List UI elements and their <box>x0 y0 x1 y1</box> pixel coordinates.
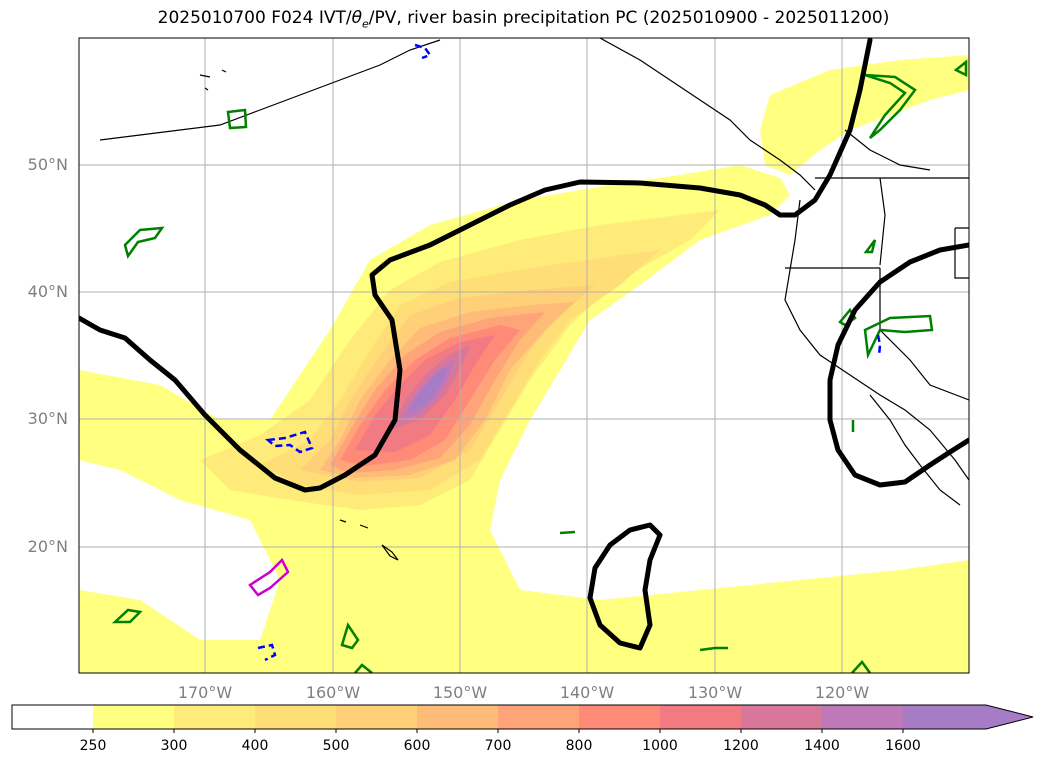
lon-label-150w: 150°W <box>432 683 488 702</box>
theta-e-contours <box>79 38 969 651</box>
lat-label-40n: 40°N <box>27 282 68 301</box>
colorbar-outline <box>11 704 1034 730</box>
colorbar-label-500: 500 <box>322 738 350 754</box>
colorbar-label-600: 600 <box>403 738 431 754</box>
colorbar-segment-700-800 <box>498 705 580 729</box>
colorbar-segment-below-250 <box>12 705 94 729</box>
pv-contours-positive <box>111 59 968 673</box>
colorbar-label-1600: 1600 <box>885 738 921 754</box>
colorbar-segment-250-300 <box>93 705 175 729</box>
colorbar-segment-300-400 <box>174 705 256 729</box>
map-plot-area <box>79 38 969 673</box>
colorbar-segment-1400-1600 <box>822 705 904 729</box>
colorbar-segment-above-1600 <box>903 705 987 729</box>
lon-label-140w: 140°W <box>559 683 615 702</box>
ivt-band-1600 <box>408 368 448 412</box>
colorbar-segment-1200-1400 <box>741 705 823 729</box>
coastlines <box>99 38 969 561</box>
colorbar-segment-1000-1200 <box>660 705 742 729</box>
map-title: 2025010700 F024 IVT/θe/PV, river basin p… <box>157 8 890 31</box>
colorbar-label-300: 300 <box>160 738 188 754</box>
colorbar-extend-arrow <box>986 705 1033 729</box>
colorbar-label-250: 250 <box>79 738 107 754</box>
lat-label-50n: 50°N <box>27 155 68 174</box>
colorbar-ticks <box>92 729 904 733</box>
graticule <box>79 38 969 673</box>
plot-frame <box>78 37 970 674</box>
lon-label-120w: 120°W <box>814 683 870 702</box>
lon-label-160w: 160°W <box>305 683 361 702</box>
colorbar-label-800: 800 <box>565 738 593 754</box>
colorbar-segment-800-1000 <box>579 705 661 729</box>
precip-contour <box>248 557 290 597</box>
lon-label-170w: 170°W <box>177 683 233 702</box>
colorbar <box>11 704 1034 733</box>
colorbar-label-1000: 1000 <box>642 738 678 754</box>
lat-label-20n: 20°N <box>27 537 68 556</box>
lon-label-130w: 130°W <box>687 683 743 702</box>
colorbar-label-1400: 1400 <box>804 738 840 754</box>
colorbar-segment-500-600 <box>336 705 418 729</box>
lat-label-30n: 30°N <box>27 409 68 428</box>
colorbar-segment-600-700 <box>417 705 499 729</box>
ivt-band-250-northeast <box>760 55 969 175</box>
pv-contours-negative <box>257 43 882 662</box>
colorbar-label-1200: 1200 <box>723 738 759 754</box>
colorbar-label-400: 400 <box>241 738 269 754</box>
colorbar-label-700: 700 <box>484 738 512 754</box>
colorbar-segment-400-500 <box>255 705 337 729</box>
